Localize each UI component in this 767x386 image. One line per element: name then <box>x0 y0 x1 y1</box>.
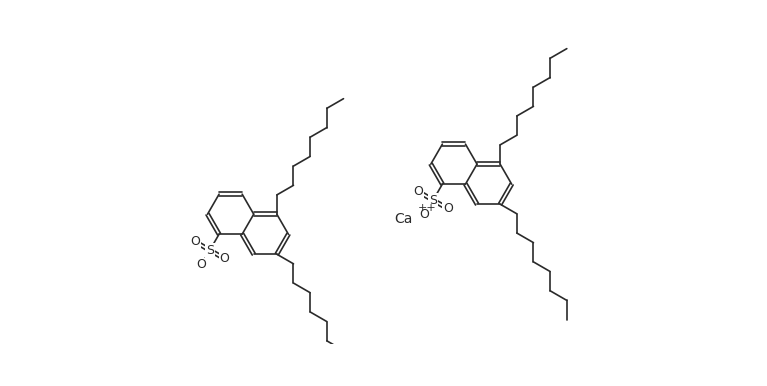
Text: S: S <box>206 244 214 257</box>
Text: O: O <box>443 202 453 215</box>
Text: O: O <box>420 208 430 221</box>
Text: Ca: Ca <box>394 212 413 226</box>
Text: O: O <box>196 258 206 271</box>
Text: ⁻: ⁻ <box>209 251 215 261</box>
Text: O: O <box>190 235 200 248</box>
Text: O: O <box>219 252 229 265</box>
Text: ⁻: ⁻ <box>433 201 438 211</box>
Text: S: S <box>429 194 437 207</box>
Text: ++: ++ <box>417 203 436 213</box>
Text: O: O <box>413 185 423 198</box>
